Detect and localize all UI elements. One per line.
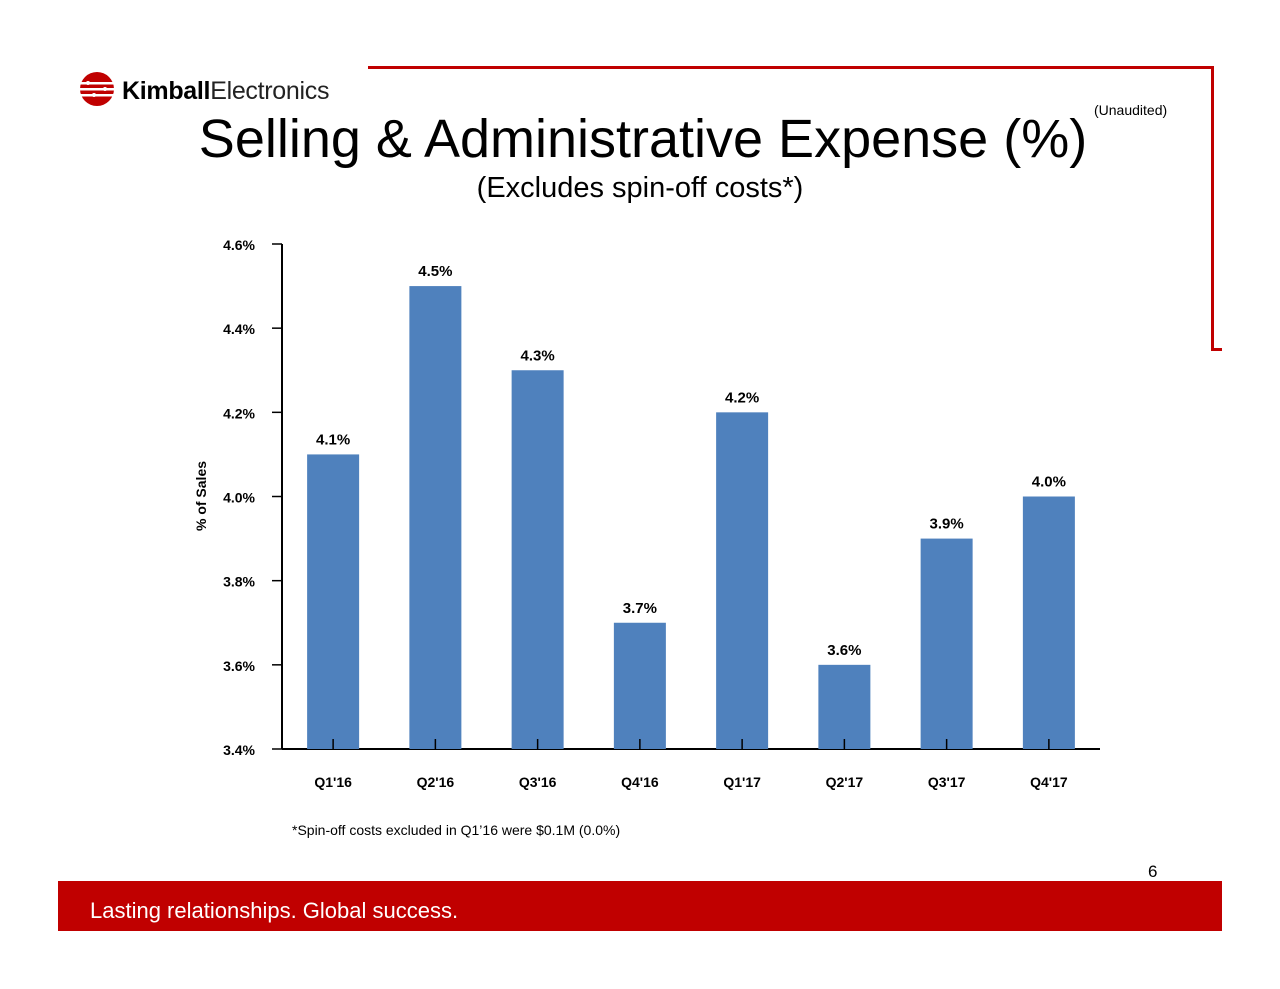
bar bbox=[1022, 496, 1075, 749]
y-tick-label: 4.4% bbox=[223, 321, 255, 337]
logo-wordmark: KimballElectronics bbox=[122, 76, 329, 106]
x-tick-label: Q2'17 bbox=[826, 774, 864, 790]
y-tick-label: 4.6% bbox=[223, 237, 255, 253]
frame-top-line bbox=[368, 66, 1214, 69]
y-tick-label: 3.6% bbox=[223, 658, 255, 674]
y-tick-label: 3.4% bbox=[223, 742, 255, 758]
footnote: *Spin-off costs excluded in Q1’16 were $… bbox=[292, 822, 621, 838]
x-tick-label: Q1'16 bbox=[314, 774, 352, 790]
y-tick-label: 4.2% bbox=[223, 405, 255, 421]
page-title: Selling & Administrative Expense (%) bbox=[0, 108, 1279, 170]
bar bbox=[511, 370, 564, 749]
company-logo: KimballElectronics bbox=[78, 70, 338, 110]
y-tick-label: 3.8% bbox=[223, 574, 255, 590]
x-tick-label: Q2'16 bbox=[417, 774, 455, 790]
bar-value-label: 4.5% bbox=[418, 263, 452, 280]
x-tick-label: Q3'16 bbox=[519, 774, 557, 790]
bar-value-label: 3.7% bbox=[623, 600, 657, 617]
kimball-globe-logo-icon bbox=[80, 72, 114, 106]
y-tick-label: 4.0% bbox=[223, 490, 255, 506]
bar bbox=[409, 286, 462, 749]
bar-value-label: 4.3% bbox=[521, 347, 555, 364]
bar-value-label: 3.6% bbox=[827, 642, 861, 659]
x-tick-label: Q4'17 bbox=[1030, 774, 1068, 790]
y-axis-title: % of Sales bbox=[193, 461, 209, 531]
bar-value-label: 4.2% bbox=[725, 389, 759, 406]
bar bbox=[307, 454, 360, 749]
page-number: 6 bbox=[1148, 862, 1158, 881]
x-tick-label: Q3'17 bbox=[928, 774, 966, 790]
x-tick-label: Q4'16 bbox=[621, 774, 659, 790]
bar-value-label: 4.1% bbox=[316, 431, 350, 448]
footer-bar: Lasting relationships. Global success. bbox=[58, 881, 1222, 931]
footer-tagline: Lasting relationships. Global success. bbox=[90, 898, 459, 923]
frame-right-line bbox=[1211, 66, 1214, 351]
page-title-text: Selling & Administrative Expense (%) bbox=[198, 109, 1088, 169]
frame-corner-tick bbox=[1211, 348, 1222, 351]
logo-name-light: Electronics bbox=[210, 77, 330, 105]
unaudited-note: (Unaudited) bbox=[1094, 102, 1168, 118]
bar bbox=[716, 412, 769, 749]
logo-name-bold: Kimball bbox=[122, 77, 211, 105]
bar bbox=[920, 538, 973, 749]
bar bbox=[818, 664, 871, 749]
page-subtitle: (Excludes spin-off costs*) bbox=[476, 172, 804, 204]
x-tick-label: Q1'17 bbox=[723, 774, 761, 790]
bar-value-label: 4.0% bbox=[1032, 474, 1066, 491]
bar-value-label: 3.9% bbox=[930, 516, 964, 533]
bar bbox=[613, 622, 666, 749]
